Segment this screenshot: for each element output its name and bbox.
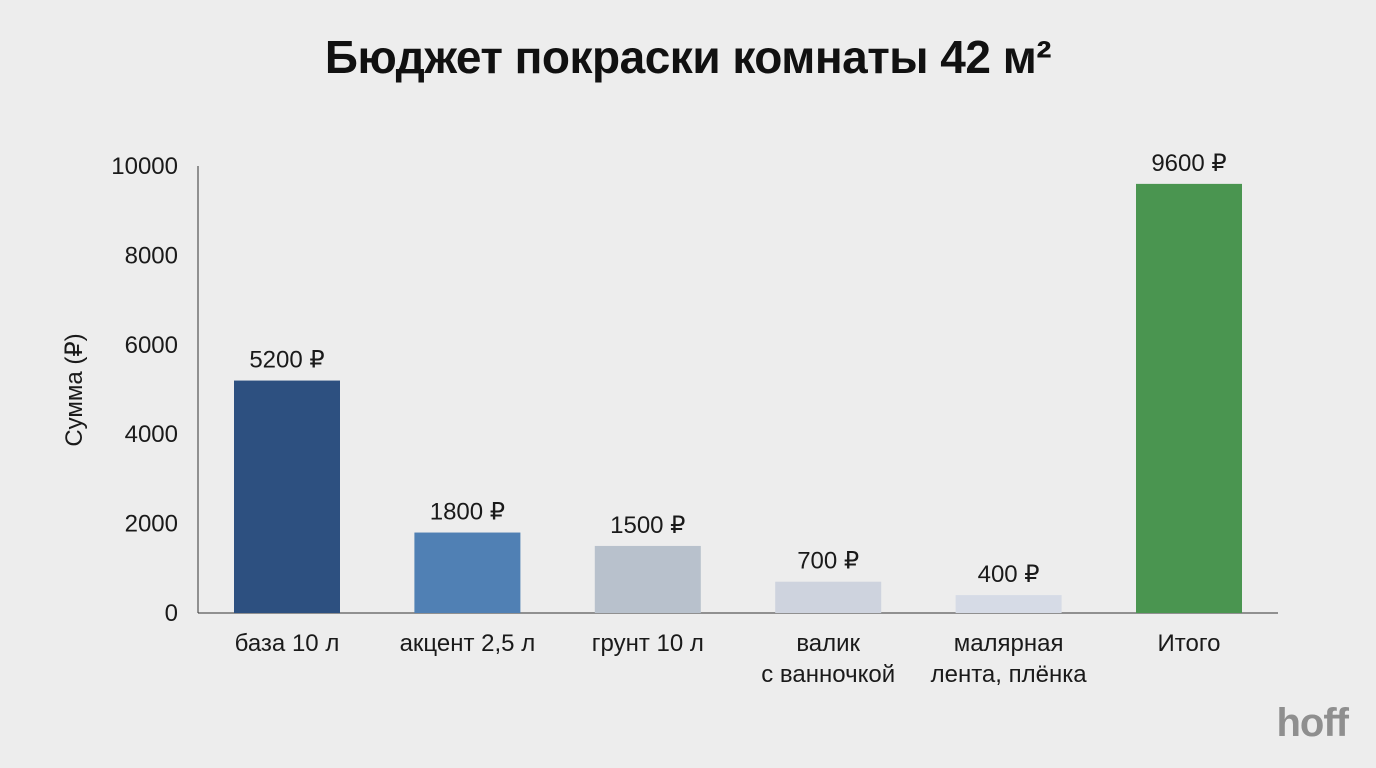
hoff-logo: hoff [1276, 701, 1349, 745]
chart-title: Бюджет покраски комнаты 42 м² [324, 31, 1052, 83]
bar-value-label: 400 ₽ [978, 561, 1040, 588]
bar-value-label: 1500 ₽ [610, 512, 685, 539]
x-tick-label: база 10 л [235, 630, 340, 657]
bar [955, 595, 1062, 613]
bar [234, 380, 340, 613]
bar [414, 532, 521, 613]
y-axis-label: Сумма (₽) [61, 333, 88, 446]
y-tick-label: 8000 [125, 242, 178, 269]
y-tick-label: 4000 [125, 421, 178, 448]
x-tick-label: Итого [1158, 630, 1221, 657]
bar-value-label: 5200 ₽ [249, 347, 324, 374]
x-tick-label: с ванночкой [761, 661, 895, 688]
y-tick-label: 6000 [125, 332, 178, 359]
bar-value-label: 9600 ₽ [1151, 150, 1226, 177]
bar-value-label: 1800 ₽ [430, 499, 505, 526]
bar-value-label: 700 ₽ [797, 548, 859, 575]
bar [775, 581, 882, 613]
x-tick-label: акцент 2,5 л [400, 630, 536, 657]
y-tick-label: 0 [165, 600, 178, 627]
x-tick-label: валик [796, 630, 860, 657]
x-tick-label: малярная [954, 630, 1064, 657]
bar [1136, 183, 1242, 613]
y-tick-label: 2000 [125, 511, 178, 538]
y-tick-label: 10000 [111, 153, 178, 180]
x-tick-label: лента, плёнка [931, 661, 1088, 688]
bar [594, 545, 701, 613]
x-tick-label: грунт 10 л [592, 630, 704, 657]
